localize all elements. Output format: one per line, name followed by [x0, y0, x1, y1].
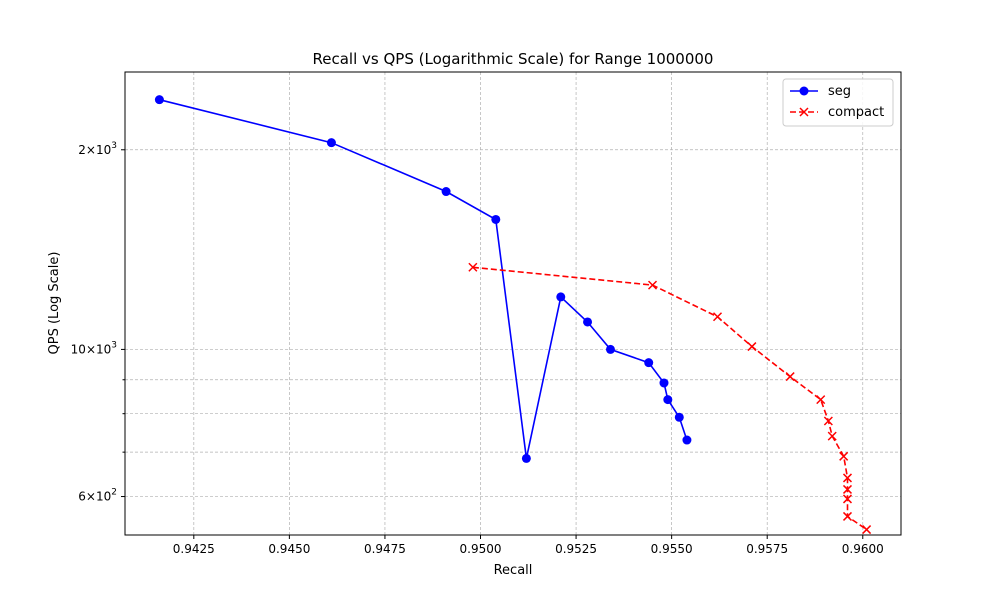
x-tick-label: 0.9450 [268, 542, 310, 556]
data-point-compact [842, 511, 853, 521]
x-tick-label: 0.9425 [173, 542, 215, 556]
x-tick-label: 0.9475 [364, 542, 406, 556]
data-point-seg [583, 317, 593, 327]
data-point-compact [842, 494, 853, 504]
data-point-compact [827, 431, 837, 441]
data-point-compact [823, 416, 833, 426]
plot-frame [124, 71, 902, 536]
data-point-compact [842, 473, 853, 483]
y-axis-label: QPS (Log Scale) [47, 252, 62, 355]
data-point-seg [682, 435, 692, 445]
data-point-compact [785, 372, 795, 382]
y-tick-label: 2×103 [78, 141, 117, 157]
data-point-seg [605, 344, 615, 354]
legend-seg-label: seg [828, 84, 851, 99]
grid-lines [125, 72, 901, 535]
x-tick-label: 0.9500 [460, 542, 502, 556]
chart-title: Recall vs QPS (Logarithmic Scale) for Ra… [313, 50, 714, 68]
legend-compact-marker [799, 107, 809, 117]
data-point-compact [712, 312, 723, 322]
data-point-seg [521, 453, 531, 463]
data-point-seg [154, 95, 164, 105]
data-point-compact [842, 484, 853, 494]
x-axis-label: Recall [494, 563, 533, 578]
legend-seg-marker [799, 86, 809, 96]
data-point-seg [659, 378, 669, 388]
data-point-seg [663, 395, 673, 405]
data-series [154, 95, 872, 535]
data-point-seg [644, 358, 654, 368]
data-point-seg [556, 292, 566, 302]
series-line-compact [472, 266, 868, 531]
data-point-seg [441, 187, 451, 197]
data-point-seg [491, 214, 501, 224]
y-tick-label: 6×102 [78, 488, 117, 504]
data-point-compact [647, 280, 658, 290]
axis-ticks: 0.9425 0.9450 0.9475 0.9500 0.9525 0.9550 0.95… [71, 141, 884, 556]
legend-compact-label: compact [828, 105, 884, 120]
x-tick-label: 0.9575 [746, 542, 788, 556]
data-point-compact [468, 262, 478, 272]
data-point-compact [816, 395, 826, 405]
data-point-compact [839, 451, 849, 461]
y-tick-label: 10×103 [71, 340, 117, 356]
data-point-compact [862, 525, 872, 535]
x-tick-label: 0.9525 [555, 542, 597, 556]
x-tick-label: 0.9600 [842, 542, 884, 556]
data-point-seg [674, 412, 684, 422]
x-tick-label: 0.9550 [651, 542, 693, 556]
data-point-seg [326, 138, 336, 148]
data-point-compact [747, 342, 757, 352]
legend: seg compact [782, 78, 894, 127]
